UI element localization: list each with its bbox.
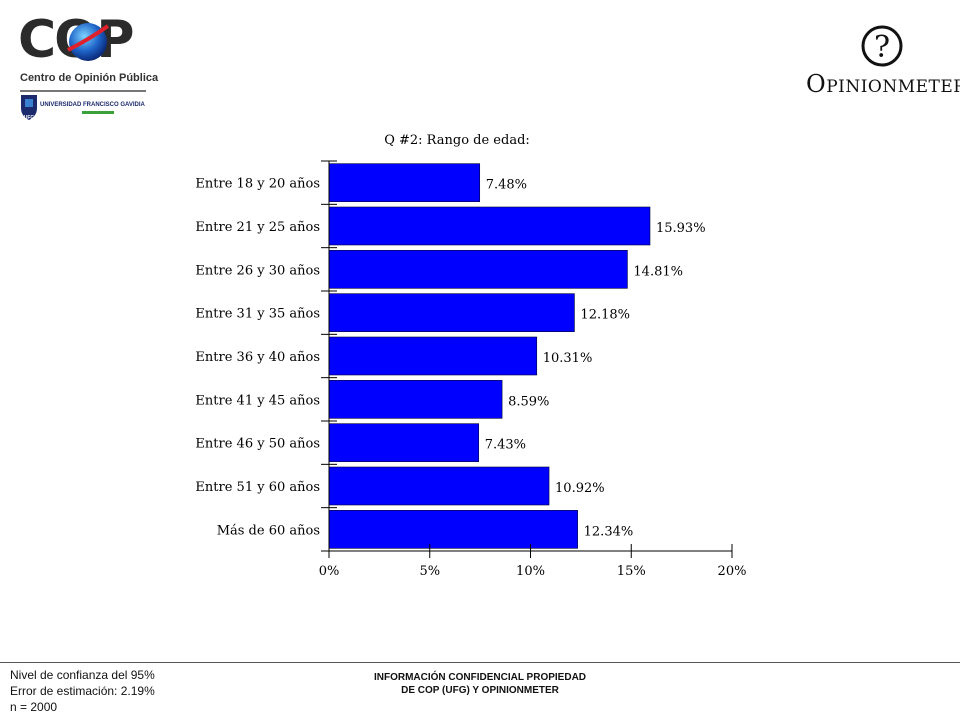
bar-9 xyxy=(328,510,578,549)
bar-8 xyxy=(328,466,550,506)
bar-value-label: 12.34% xyxy=(584,524,634,539)
bar-value-label: 8.59% xyxy=(508,394,549,409)
opinionmeter-rest: PINIONMETER xyxy=(826,77,960,97)
bar-value-label: 7.48% xyxy=(486,178,527,193)
bar-5 xyxy=(328,336,538,376)
bar-value-label: 15.93% xyxy=(656,221,706,236)
confidentiality-line-1: INFORMACIÓN CONFIDENCIAL PROPIEDAD xyxy=(373,672,587,683)
category-label: Más de 60 años xyxy=(217,523,320,538)
confidence-level: Nivel de confianza del 95% xyxy=(10,668,155,682)
x-tick-label: 15% xyxy=(617,564,646,579)
cop-subtitle: Centro de Opinión Pública xyxy=(20,72,159,84)
x-tick-label: 0% xyxy=(319,564,340,579)
category-label: Entre 26 y 30 años xyxy=(195,263,320,278)
category-label: Entre 36 y 40 años xyxy=(195,350,320,365)
bar-6 xyxy=(328,380,503,419)
opinionmeter-wordmark: OPINIONMETER xyxy=(806,70,960,98)
ufg-abbrev: UFG xyxy=(24,115,35,121)
confidentiality-notice: INFORMACIÓN CONFIDENCIAL PROPIEDAD DE CO… xyxy=(300,671,660,697)
bar-2 xyxy=(328,206,651,246)
category-label: Entre 41 y 45 años xyxy=(195,393,320,408)
bar-1 xyxy=(328,163,481,202)
bar-value-label: 12.18% xyxy=(580,308,630,323)
cop-logo: COP Centro de Opinión Pública UFG UNIVER… xyxy=(16,14,159,124)
question-mark-icon: ? xyxy=(861,25,903,67)
opinionmeter-initial: O xyxy=(806,70,827,98)
bar-value-label: 10.31% xyxy=(543,351,593,366)
x-tick-label: 10% xyxy=(516,564,545,579)
opinionmeter-logo: ? OPINIONMETER xyxy=(800,20,960,100)
globe-icon xyxy=(67,23,110,61)
bar-value-label: 7.43% xyxy=(485,438,526,453)
footer-divider xyxy=(0,662,960,663)
ufg-accent-bar xyxy=(82,111,114,114)
bar-7 xyxy=(328,423,480,462)
bar-value-label: 10.92% xyxy=(555,481,605,496)
ufg-name: UNIVERSIDAD FRANCISCO GAVIDIA xyxy=(40,102,145,108)
estimation-error: Error de estimación: 2.19% xyxy=(10,684,155,698)
svg-text:?: ? xyxy=(874,30,890,65)
age-range-bar-chart: Q #2: Rango de edad: 7.48% 15.93% 14.81% 12… xyxy=(195,133,747,579)
category-label: Entre 21 y 25 años xyxy=(195,220,320,235)
sample-size: n = 2000 xyxy=(10,700,58,714)
ufg-shield-icon: UFG xyxy=(21,95,37,121)
confidentiality-line-2: DE COP (UFG) Y OPINIONMETER xyxy=(401,685,559,696)
bar-3 xyxy=(328,250,628,289)
category-label: Entre 18 y 20 años xyxy=(195,177,320,192)
category-label: Entre 31 y 35 años xyxy=(195,307,320,322)
logo-divider xyxy=(20,90,146,92)
x-tick-label: 20% xyxy=(718,564,747,579)
category-label: Entre 46 y 50 años xyxy=(195,437,320,452)
bar-value-label: 14.81% xyxy=(633,264,683,279)
x-tick-label: 5% xyxy=(419,564,440,579)
footer-stats: Nivel de confianza del 95% Error de esti… xyxy=(10,667,155,715)
category-label: Entre 51 y 60 años xyxy=(195,480,320,495)
bar-4 xyxy=(328,293,575,332)
chart-title: Q #2: Rango de edad: xyxy=(384,133,530,148)
